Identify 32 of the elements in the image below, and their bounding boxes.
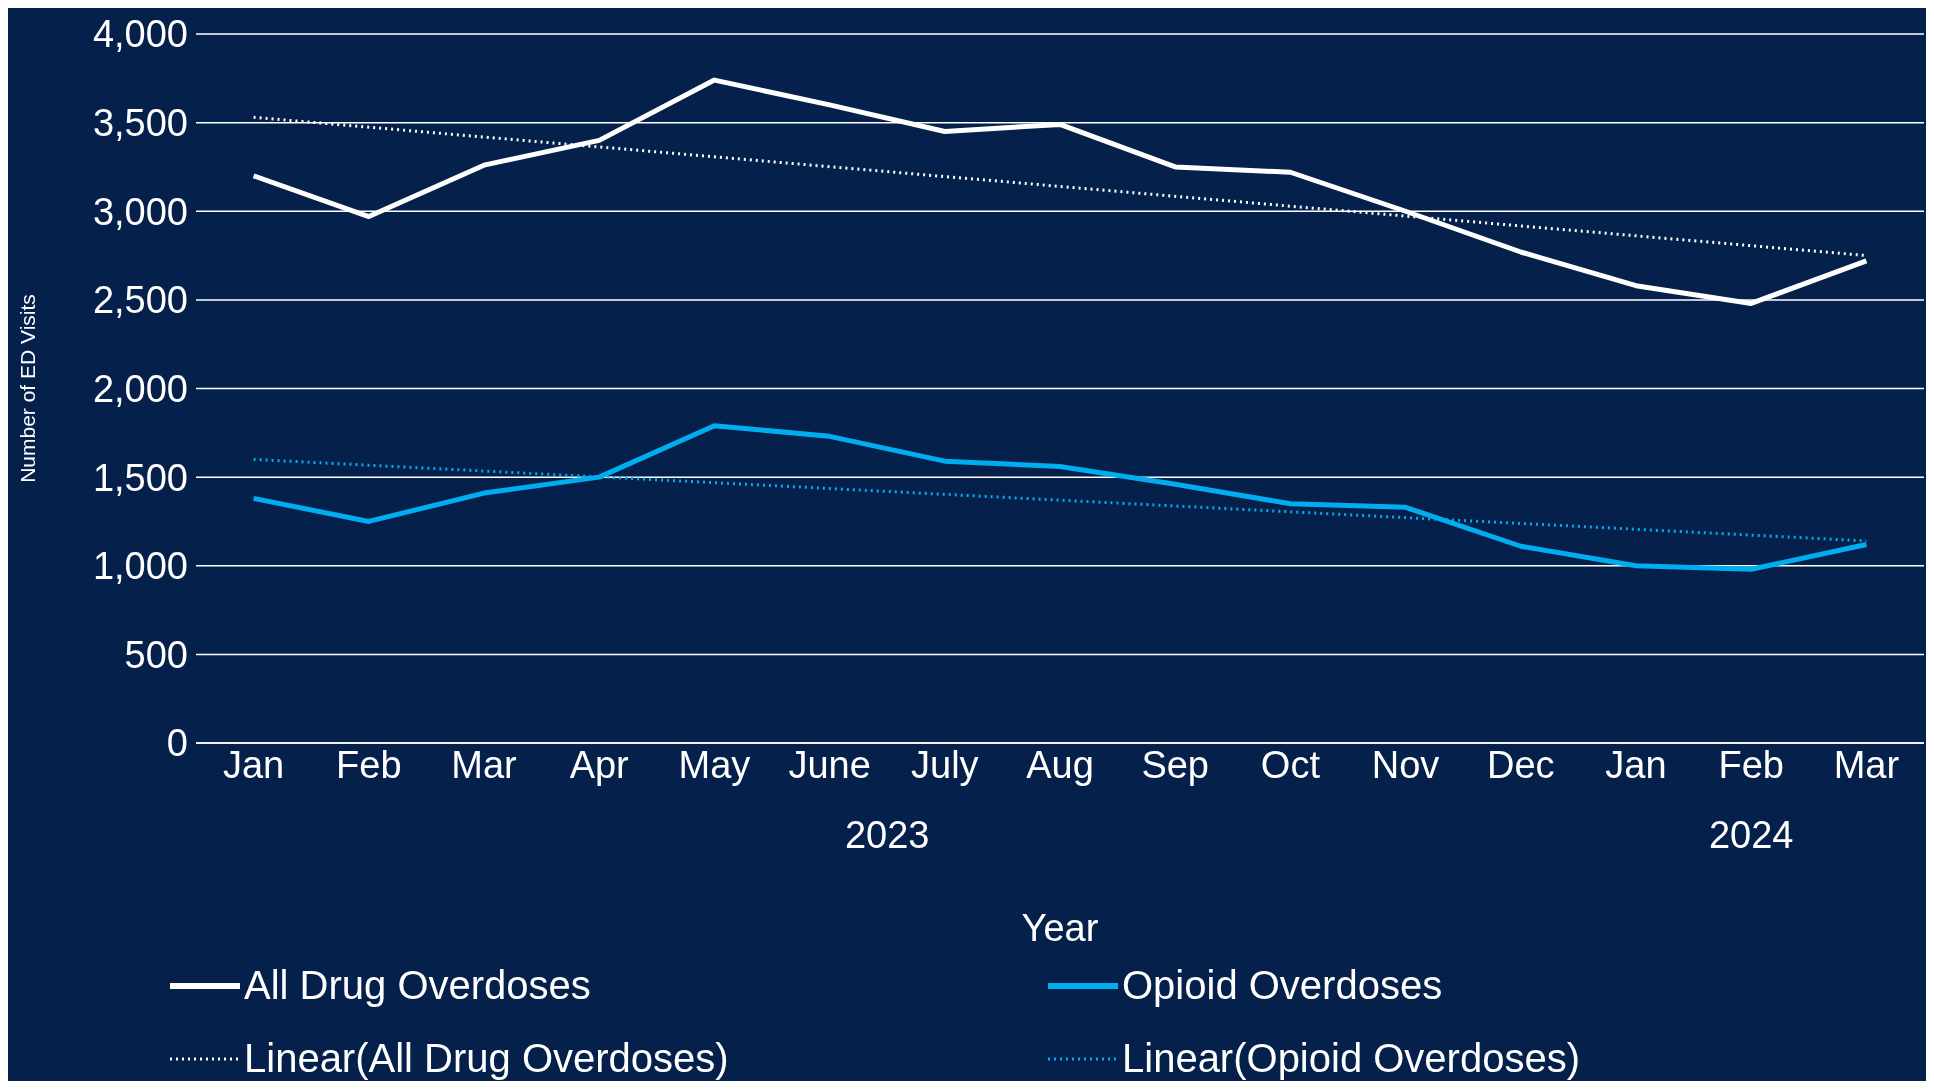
x-tick-label: July — [911, 743, 979, 786]
y-tick-label: 500 — [124, 633, 188, 676]
y-tick-label: 1,000 — [92, 545, 188, 588]
x-tick-label: Jan — [1605, 743, 1667, 786]
x-tick-label: Feb — [1718, 743, 1784, 786]
y-tick-label: 2,000 — [92, 367, 188, 410]
legend-label: Linear(All Drug Overdoses) — [244, 1036, 729, 1081]
y-tick-label: 0 — [166, 722, 188, 765]
y-axis-title: Number of ED Visits — [16, 294, 40, 483]
y-tick-label: 3,500 — [92, 102, 188, 145]
y-tick-label: 4,000 — [92, 13, 188, 56]
x-tick-label: Jan — [222, 743, 285, 786]
text: 2024 — [1708, 813, 1794, 856]
x-tick-label: Apr — [569, 743, 630, 786]
x-tick-label: Mar — [1833, 743, 1900, 786]
x-tick-label: Feb — [336, 743, 402, 786]
x-tick-label: Oct — [1260, 743, 1321, 786]
y-tick-label: 3,000 — [92, 190, 188, 233]
y-tick-label: 2,500 — [92, 279, 188, 322]
x-tick-label: June — [788, 743, 871, 786]
x-tick-label: Aug — [1026, 743, 1094, 786]
x-tick-label: May — [678, 743, 751, 786]
legend-label: All Drug Overdoses — [244, 963, 591, 1008]
x-tick-label: Sep — [1141, 743, 1210, 786]
legend-label: Linear(Opioid Overdoses) — [1122, 1036, 1580, 1081]
text: 2023 — [844, 813, 930, 856]
legend-label: Opioid Overdoses — [1122, 963, 1443, 1008]
y-tick-label: 1,500 — [92, 456, 188, 499]
x-tick-label: Mar — [451, 743, 518, 786]
x-tick-label: Nov — [1371, 743, 1440, 786]
x-axis-title: Year — [1021, 907, 1099, 949]
x-tick-label: Dec — [1487, 743, 1555, 786]
